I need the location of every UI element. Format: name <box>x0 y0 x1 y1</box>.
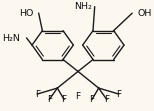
Text: OH: OH <box>137 9 152 18</box>
Text: F: F <box>47 95 52 104</box>
Text: H₂N: H₂N <box>2 34 20 43</box>
Text: HO: HO <box>19 9 33 18</box>
Text: F: F <box>104 95 109 104</box>
Text: F: F <box>35 89 40 99</box>
Text: F: F <box>61 95 67 104</box>
Text: F: F <box>89 95 95 104</box>
Text: F: F <box>75 92 81 101</box>
Text: NH₂: NH₂ <box>74 2 92 11</box>
Text: F: F <box>116 89 121 99</box>
